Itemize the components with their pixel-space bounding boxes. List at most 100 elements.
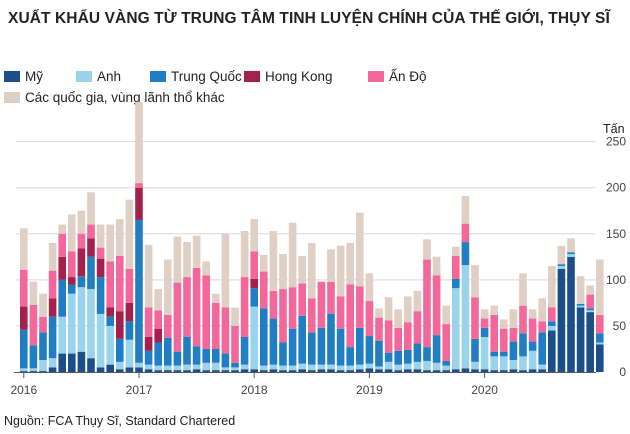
bar-segment-1 <box>288 365 297 371</box>
bar-segment-1 <box>596 342 604 345</box>
bar-segment-1 <box>212 362 220 371</box>
bar-segment-4 <box>596 314 604 334</box>
bar-segment-3 <box>20 306 28 330</box>
bar-segment-0 <box>336 370 345 372</box>
bar-segment-1 <box>538 364 546 370</box>
bar-segment-0 <box>461 368 470 372</box>
bar-segment-0 <box>317 369 326 372</box>
bar-segment-2 <box>548 321 556 326</box>
bar-segment-4 <box>500 328 508 352</box>
bar-segment-0 <box>384 369 393 372</box>
bar-segment-1 <box>576 305 585 308</box>
bar-segment-5 <box>87 192 95 225</box>
bar-segment-2 <box>269 318 278 365</box>
bar-segment-5 <box>375 308 383 318</box>
bar-segment-4 <box>173 282 182 352</box>
bar-segment-5 <box>77 210 86 234</box>
bar-segment-0 <box>221 370 230 372</box>
bar-segment-1 <box>432 362 441 371</box>
bar-segment-5 <box>356 212 364 287</box>
bar-segment-0 <box>327 369 335 372</box>
bar-segment-5 <box>250 219 258 252</box>
bar-segment-2 <box>29 345 38 369</box>
bar-segment-5 <box>327 249 335 282</box>
bar-segment-2 <box>432 335 441 363</box>
bar-segment-5 <box>192 235 201 268</box>
bar-segment-3 <box>125 302 134 322</box>
bar-segment-2 <box>260 308 268 366</box>
bar-segment-5 <box>336 245 345 297</box>
bar-segment-0 <box>96 367 105 372</box>
bar-segment-0 <box>365 368 374 372</box>
bar-segment-0 <box>202 370 210 372</box>
bar-segment-0 <box>68 353 76 372</box>
bar-segment-0 <box>298 369 306 372</box>
bar-segment-5 <box>576 276 585 304</box>
bar-segment-0 <box>106 364 114 372</box>
bar-segment-0 <box>509 369 518 372</box>
bar-segment-4 <box>288 287 297 329</box>
bar-segment-4 <box>586 294 594 309</box>
bar-segment-1 <box>39 360 47 372</box>
source-note: Nguồn: FCA Thụy Sĩ, Standard Chartered <box>4 414 236 428</box>
bar-segment-4 <box>548 307 556 322</box>
bar-segment-2 <box>116 338 124 362</box>
legend-swatch-others <box>4 92 20 103</box>
bar-segment-4 <box>356 286 364 328</box>
x-tick-label: 2016 <box>10 383 37 397</box>
bar-segment-0 <box>125 367 134 372</box>
bar-segment-2 <box>20 329 28 369</box>
bar-segment-2 <box>279 342 287 366</box>
bar-segment-4 <box>221 307 230 354</box>
bar-segment-1 <box>500 356 508 371</box>
bar-segment-5 <box>260 254 268 272</box>
bar-segment-0 <box>538 369 546 372</box>
bar-segment-5 <box>144 244 153 308</box>
bar-segment-2 <box>423 347 431 361</box>
legend-item-india: Ấn Độ <box>368 69 427 84</box>
bar-segment-2 <box>231 362 239 368</box>
bar-segment-4 <box>509 327 518 342</box>
legend-item-uk: Anh <box>76 69 121 84</box>
bar-segment-4 <box>452 255 460 279</box>
bar-segment-1 <box>231 367 239 371</box>
bar-segment-5 <box>269 231 278 291</box>
bar-segment-4 <box>308 298 316 333</box>
bar-segment-1 <box>260 365 268 371</box>
bar-segment-0 <box>490 370 498 372</box>
bar-segment-5 <box>461 196 470 224</box>
bar-segment-0 <box>346 370 354 372</box>
bar-segment-4 <box>106 261 114 308</box>
bar-segment-4 <box>269 290 278 319</box>
bar-segment-3 <box>154 328 162 343</box>
bar-segment-4 <box>490 314 498 352</box>
legend-label-us: Mỹ <box>25 69 43 84</box>
bar-segment-2 <box>183 336 191 365</box>
bar-segment-0 <box>528 369 537 372</box>
bar-segment-5 <box>173 236 182 283</box>
bar-segment-5 <box>125 199 134 269</box>
bar-segment-1 <box>375 366 383 370</box>
bar-segment-2 <box>519 333 527 357</box>
bars <box>20 102 604 372</box>
bar-segment-2 <box>106 316 114 326</box>
bar-segment-0 <box>154 370 162 372</box>
bar-segment-0 <box>500 370 508 372</box>
bar-segment-0 <box>413 369 422 372</box>
y-tick-label: 150 <box>606 227 626 241</box>
legend-label-others: Các quốc gia, vùng lãnh thổ khác <box>25 90 225 105</box>
bar-segment-1 <box>221 367 230 371</box>
y-tick-label: 100 <box>606 273 626 287</box>
bar-segment-5 <box>106 224 114 262</box>
bar-segment-2 <box>471 338 479 362</box>
bar-segment-1 <box>365 363 374 369</box>
bar-segment-0 <box>116 369 124 372</box>
bar-segment-0 <box>77 351 86 372</box>
bar-segment-0 <box>576 307 585 372</box>
bar-segment-1 <box>279 365 287 371</box>
bar-segment-0 <box>29 371 38 372</box>
bar-segment-0 <box>231 370 239 372</box>
bar-segment-2 <box>327 313 335 365</box>
bar-segment-2 <box>500 351 508 357</box>
bar-segment-1 <box>404 363 412 370</box>
